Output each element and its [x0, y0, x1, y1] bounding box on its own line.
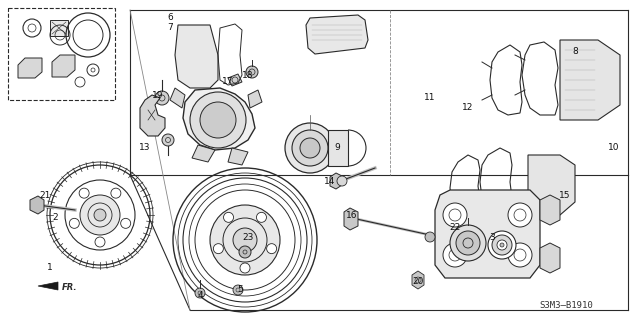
Circle shape [500, 243, 504, 247]
Circle shape [300, 138, 320, 158]
Text: 12: 12 [462, 103, 474, 113]
Circle shape [69, 218, 79, 228]
Text: 14: 14 [325, 178, 335, 187]
Circle shape [239, 246, 251, 258]
Text: 9: 9 [334, 143, 340, 153]
Circle shape [508, 203, 532, 227]
Text: 8: 8 [572, 47, 578, 57]
Text: 20: 20 [412, 277, 424, 286]
Text: 22: 22 [450, 223, 461, 233]
Polygon shape [344, 208, 358, 230]
Text: 5: 5 [237, 285, 243, 294]
Circle shape [337, 176, 347, 186]
Polygon shape [140, 95, 165, 136]
Circle shape [443, 203, 467, 227]
Circle shape [210, 205, 280, 275]
Polygon shape [306, 15, 368, 54]
Polygon shape [50, 20, 68, 36]
Text: 1: 1 [47, 263, 53, 273]
Text: FR.: FR. [62, 284, 77, 292]
Text: S3M3–B1910: S3M3–B1910 [539, 301, 593, 310]
Text: 15: 15 [559, 190, 571, 199]
Polygon shape [248, 90, 262, 108]
Text: 18: 18 [242, 70, 254, 79]
Circle shape [94, 209, 106, 221]
Circle shape [240, 263, 250, 273]
Polygon shape [228, 74, 242, 86]
Circle shape [443, 243, 467, 267]
Circle shape [456, 231, 480, 255]
Text: 3: 3 [489, 234, 495, 243]
Text: 13: 13 [139, 143, 151, 153]
Circle shape [246, 66, 258, 78]
Polygon shape [52, 55, 75, 77]
Polygon shape [175, 25, 218, 88]
Circle shape [450, 225, 486, 261]
Text: 4: 4 [197, 291, 203, 300]
Circle shape [508, 243, 532, 267]
Text: 6: 6 [167, 13, 173, 22]
Circle shape [111, 188, 121, 198]
Circle shape [267, 244, 276, 254]
Text: 21: 21 [39, 190, 51, 199]
Polygon shape [540, 243, 560, 273]
Polygon shape [528, 155, 575, 215]
Text: 16: 16 [346, 211, 358, 220]
Circle shape [162, 134, 174, 146]
Polygon shape [330, 173, 342, 189]
Circle shape [285, 123, 335, 173]
Circle shape [497, 240, 507, 250]
Circle shape [425, 232, 435, 242]
Text: 7: 7 [167, 23, 173, 33]
Circle shape [155, 91, 169, 105]
Circle shape [292, 130, 328, 166]
Polygon shape [228, 148, 248, 165]
Polygon shape [183, 88, 255, 150]
Circle shape [95, 237, 105, 247]
Polygon shape [8, 8, 115, 100]
Circle shape [488, 231, 516, 259]
Circle shape [233, 228, 257, 252]
Circle shape [79, 188, 89, 198]
Polygon shape [30, 196, 44, 214]
Polygon shape [435, 190, 540, 278]
Circle shape [492, 235, 512, 255]
Polygon shape [540, 195, 560, 225]
Circle shape [233, 285, 243, 295]
Polygon shape [192, 145, 215, 162]
Polygon shape [38, 282, 58, 290]
Circle shape [190, 92, 246, 148]
Text: 19: 19 [152, 91, 164, 100]
Polygon shape [560, 40, 620, 120]
Circle shape [80, 195, 120, 235]
Polygon shape [328, 130, 348, 166]
Polygon shape [412, 271, 424, 289]
Text: 2: 2 [52, 213, 58, 222]
Circle shape [120, 218, 131, 228]
Circle shape [224, 212, 233, 222]
Text: 23: 23 [242, 234, 254, 243]
Circle shape [195, 288, 205, 298]
Text: 17: 17 [223, 77, 234, 86]
Circle shape [257, 212, 266, 222]
Text: 11: 11 [424, 93, 436, 102]
Circle shape [200, 102, 236, 138]
Polygon shape [18, 58, 42, 78]
Text: 10: 10 [608, 143, 620, 153]
Circle shape [214, 244, 223, 254]
Polygon shape [170, 88, 185, 108]
